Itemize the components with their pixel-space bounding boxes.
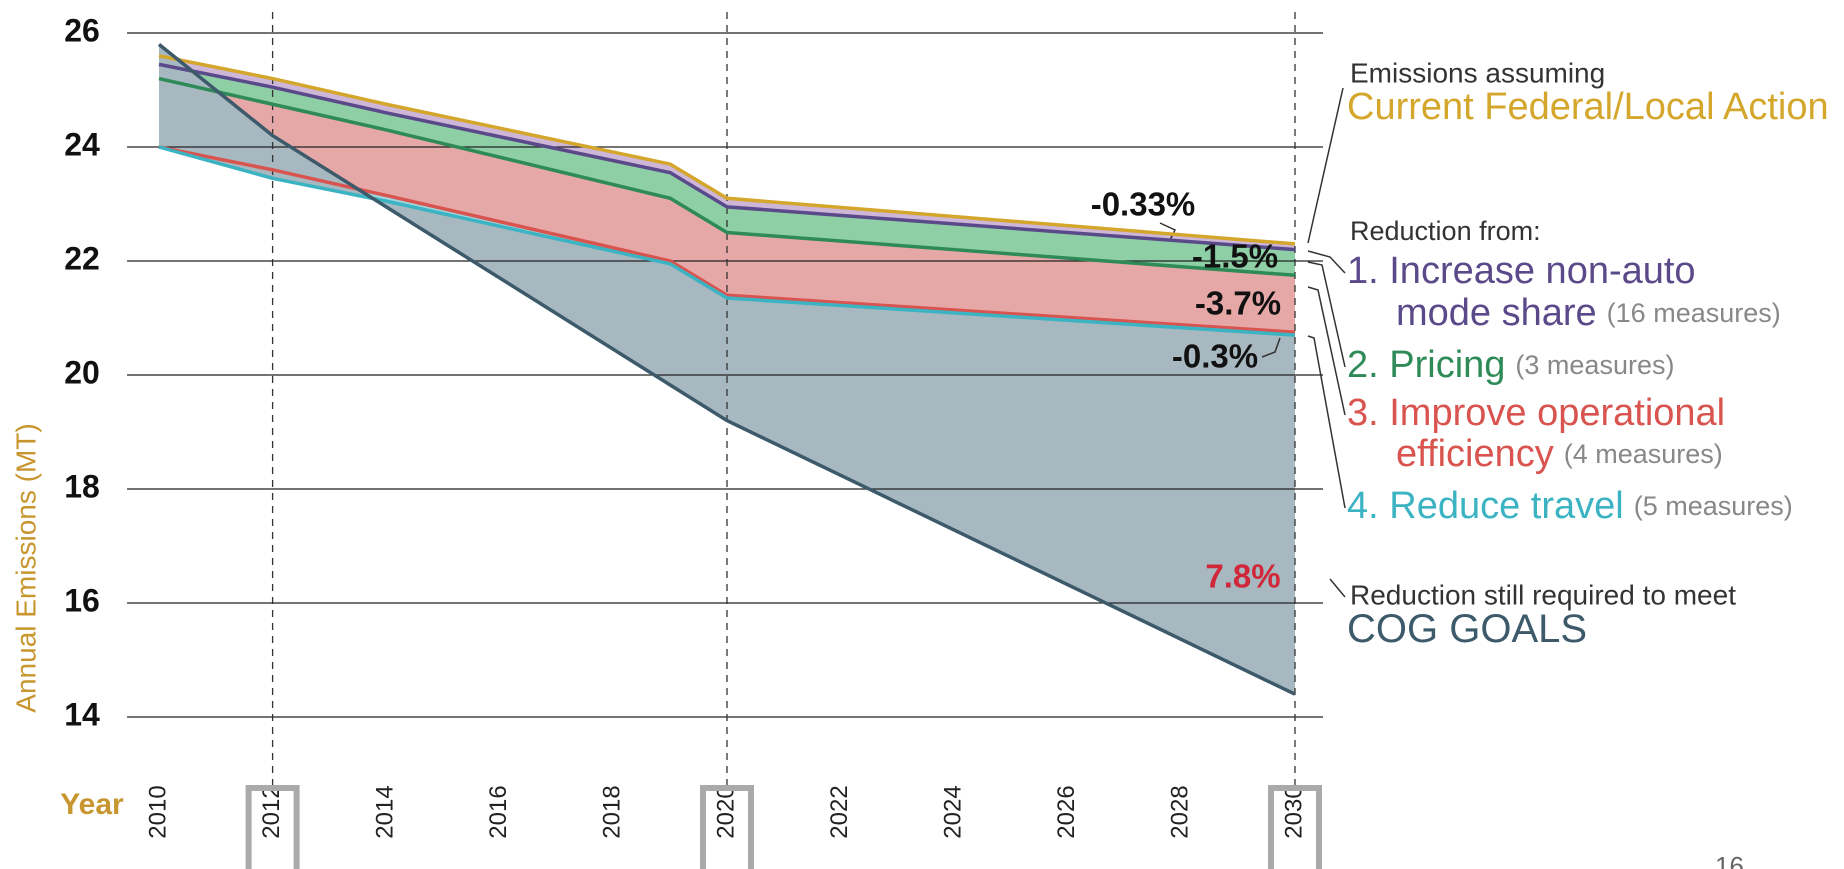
y-tick-label: 24 xyxy=(64,126,100,162)
x-axis-label: Year xyxy=(60,788,124,821)
highlight-box xyxy=(1268,785,1322,869)
x-tick-label: 2018 xyxy=(599,785,626,838)
y-tick-label: 22 xyxy=(64,240,100,276)
page-number: 16 xyxy=(1715,851,1744,869)
annotation: -1.5% xyxy=(1192,238,1278,275)
legend-entry: COG GOALS xyxy=(1347,607,1587,651)
legend-heading: Reduction from: xyxy=(1350,216,1541,246)
legend-caption: Emissions assuming xyxy=(1350,57,1605,88)
legend-entry: 3. Improve operational xyxy=(1347,392,1725,434)
legend-entry: mode share (16 measures) xyxy=(1396,292,1781,334)
series-line xyxy=(158,145,1296,334)
x-tick-label: 2028 xyxy=(1167,785,1194,838)
legend-entry: 4. Reduce travel (5 measures) xyxy=(1347,485,1793,527)
connector xyxy=(1261,337,1281,358)
connector xyxy=(1329,578,1346,598)
legend-entry: 2. Pricing (3 measures) xyxy=(1347,344,1674,386)
plot xyxy=(127,12,1323,785)
series-line xyxy=(158,76,1296,277)
legend-name: COG GOALS xyxy=(1347,607,1587,651)
legend-name: 4. Reduce travel xyxy=(1347,485,1624,527)
legend-note: (16 measures) xyxy=(1607,298,1781,328)
legend-name: 2. Pricing xyxy=(1347,344,1505,386)
connector xyxy=(1307,250,1346,274)
x-tick-label: 2014 xyxy=(372,785,399,838)
connector xyxy=(1159,222,1177,241)
connector xyxy=(1307,87,1344,244)
legend-note: (4 measures) xyxy=(1564,439,1723,469)
legend-entry: efficiency (4 measures) xyxy=(1396,433,1723,475)
highlight-box xyxy=(245,785,300,869)
annotation: -3.7% xyxy=(1195,285,1281,322)
legend-note: (5 measures) xyxy=(1634,491,1793,521)
legend-name: Current Federal/Local Action xyxy=(1347,86,1829,128)
series-line xyxy=(158,62,1296,252)
connector xyxy=(1307,335,1346,509)
x-tick-label: 2010 xyxy=(144,785,171,838)
legend-entry: 1. Increase non-auto xyxy=(1347,250,1696,292)
connector xyxy=(1307,286,1346,416)
x-tick-label: 2012 xyxy=(258,785,285,838)
annotation: -0.33% xyxy=(1091,186,1196,223)
x-tick-label: 2026 xyxy=(1053,785,1080,838)
legend-name-cont: efficiency xyxy=(1396,433,1554,475)
y-tick-label: 14 xyxy=(64,696,100,732)
annotation: 7.8% xyxy=(1205,558,1280,595)
legend-name: 1. Increase non-auto xyxy=(1347,250,1696,292)
legend-name-cont: mode share xyxy=(1396,292,1597,334)
legend-entry: Current Federal/Local Action xyxy=(1347,86,1829,128)
series-line xyxy=(158,54,1296,246)
legend-name: 3. Improve operational xyxy=(1347,392,1725,434)
x-tick-label: 2020 xyxy=(712,785,739,838)
series-line xyxy=(157,43,1296,696)
x-tick-label: 2022 xyxy=(826,785,853,838)
legend-caption: Reduction still required to meet xyxy=(1350,579,1736,610)
band xyxy=(159,64,1295,276)
legend-note: (3 measures) xyxy=(1515,350,1674,380)
x-tick-label: 2024 xyxy=(940,785,967,838)
series-line xyxy=(158,145,1296,337)
y-tick-label: 20 xyxy=(64,354,100,390)
connectors xyxy=(1159,87,1346,598)
x-tick-label: 2016 xyxy=(485,785,512,838)
highlight-box xyxy=(700,785,754,869)
connector xyxy=(1307,261,1346,368)
annotation: -0.3% xyxy=(1172,338,1258,375)
y-tick-label: 26 xyxy=(64,12,100,48)
x-tick-label: 2030 xyxy=(1280,785,1307,838)
band xyxy=(159,78,1295,333)
y-tick-label: 18 xyxy=(64,468,100,504)
y-tick-label: 16 xyxy=(64,582,100,618)
y-axis-label: Annual Emissions (MT) xyxy=(10,423,41,712)
